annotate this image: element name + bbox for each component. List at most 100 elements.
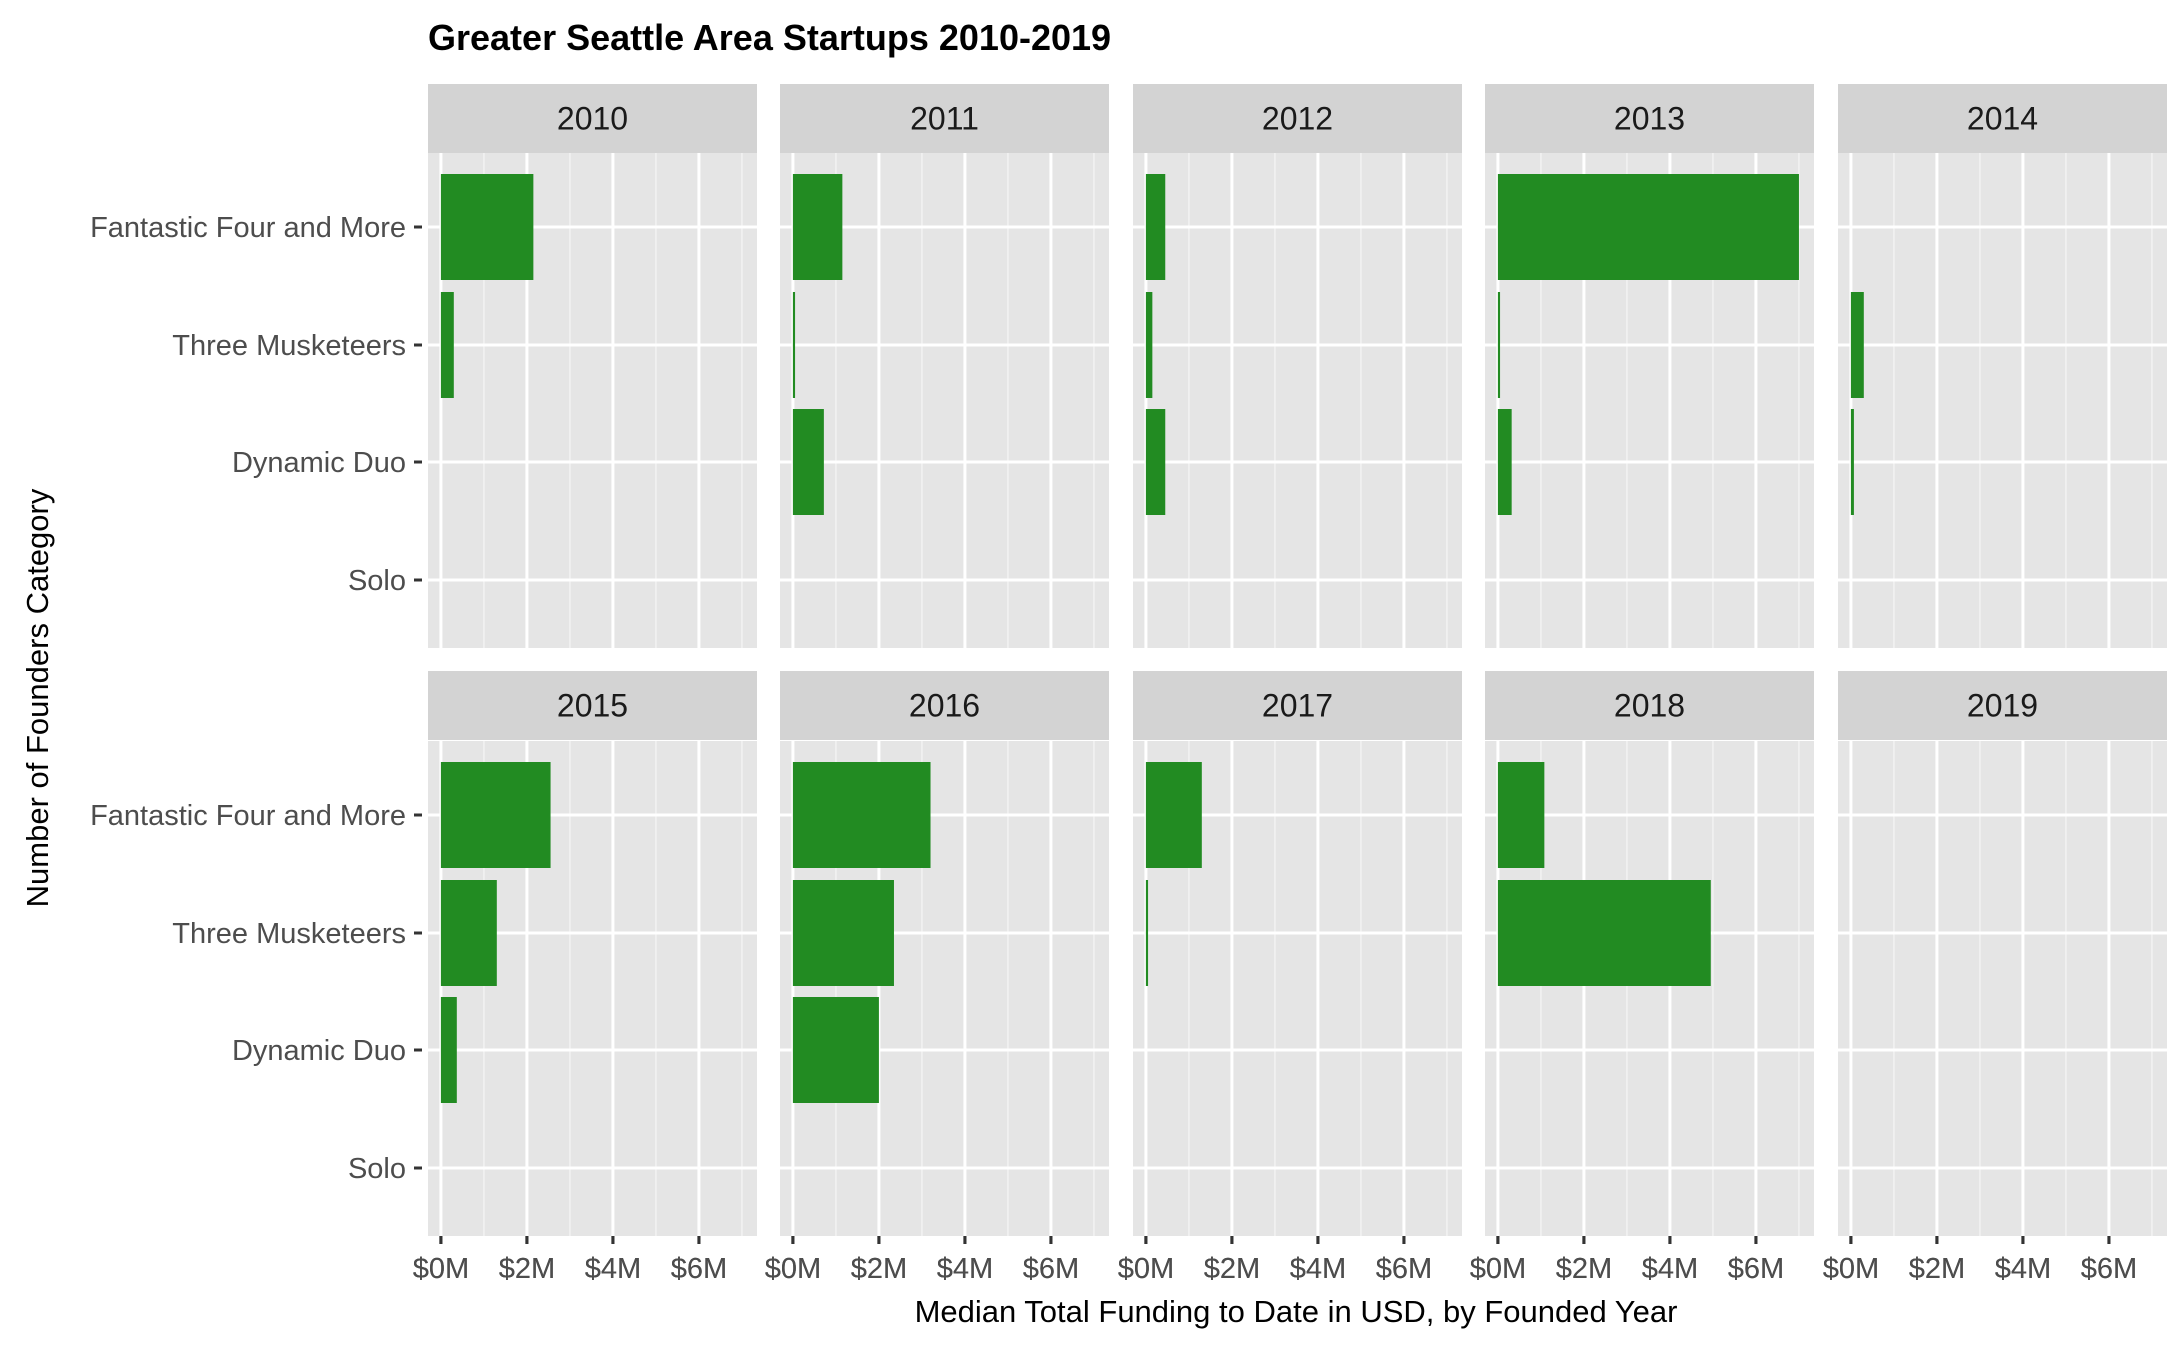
x-tick-label: $4M xyxy=(1642,1253,1698,1285)
facet-2019: 2019 $0M $2M $4M $6M xyxy=(1823,671,2167,1285)
x-tick-label: $4M xyxy=(1290,1253,1346,1285)
y-axis-title: Number of Founders Category xyxy=(20,488,55,907)
bar xyxy=(1145,292,1153,398)
y-tick-label: Dynamic Duo xyxy=(232,1035,406,1067)
panel-background xyxy=(1133,153,1462,648)
x-tick-label: $6M xyxy=(2081,1253,2137,1285)
x-tick-label: $0M xyxy=(413,1253,469,1285)
x-tick-label: $2M xyxy=(499,1253,555,1285)
x-tick-label: $6M xyxy=(1023,1253,1079,1285)
facet-strip xyxy=(780,671,1109,740)
x-tick-label: $6M xyxy=(1376,1253,1432,1285)
x-tick-label: $2M xyxy=(851,1253,907,1285)
facet-2015: 2015 $0M $2M $4M $6M xyxy=(413,671,757,1285)
x-tick-label: $0M xyxy=(1470,1253,1526,1285)
bar xyxy=(1145,409,1166,515)
x-tick-label: $2M xyxy=(499,1253,555,1285)
facet-strip xyxy=(1485,671,1814,740)
bar xyxy=(1145,762,1202,868)
facet-strip-label: 2011 xyxy=(910,101,979,137)
x-tick-label: $6M xyxy=(671,1253,727,1285)
bar xyxy=(1497,762,1545,868)
bar xyxy=(440,880,497,986)
y-tick-label: Solo xyxy=(348,1153,406,1185)
x-tick-label: $0M xyxy=(413,1253,469,1285)
x-tick-label: $6M xyxy=(1728,1253,1784,1285)
y-tick-label: Three Musketeers xyxy=(172,330,406,362)
facet-strip-label: 2018 xyxy=(1614,688,1685,724)
facet-strip-label: 2014 xyxy=(1967,101,2038,137)
facet-strip xyxy=(1838,671,2167,740)
facet-2010: 2010 $0M $2M $4M $6M xyxy=(413,84,757,1285)
y-tick-label: Dynamic Duo xyxy=(232,447,406,479)
facet-strip-label: 2010 xyxy=(557,101,628,137)
x-tick-label: $4M xyxy=(1995,1253,2051,1285)
x-tick-label: $2M xyxy=(1204,1253,1260,1285)
x-tick-label: $0M xyxy=(765,1253,821,1285)
facet-strip-label: 2015 xyxy=(557,688,628,724)
facet-strip-label: 2013 xyxy=(1614,101,1685,137)
bar xyxy=(1850,409,1854,515)
x-tick-label: $0M xyxy=(1823,1253,1879,1285)
facet-strip-label: 2016 xyxy=(909,688,980,724)
y-tick-label: Solo xyxy=(348,565,406,597)
x-tick-label: $2M xyxy=(851,1253,907,1285)
y-tick-label: Fantastic Four and More xyxy=(90,800,406,832)
bar xyxy=(1497,880,1711,986)
facet-panels: Fantastic Four and More Three Musketeers D… xyxy=(90,84,2167,1285)
bar xyxy=(792,762,931,868)
facet-2011: 2011 $0M $2M $4M $6M xyxy=(765,84,1109,1285)
x-axis-title: Median Total Funding to Date in USD, by … xyxy=(915,1294,1678,1329)
x-tick-label: $0M xyxy=(1823,1253,1879,1285)
panel-background xyxy=(1838,741,2167,1236)
x-tick-label: $0M xyxy=(1470,1253,1526,1285)
bar xyxy=(440,292,454,398)
x-tick-label: $2M xyxy=(1556,1253,1612,1285)
x-tick-label: $0M xyxy=(1118,1253,1174,1285)
bar xyxy=(792,409,824,515)
x-tick-label: $4M xyxy=(937,1253,993,1285)
panel-background xyxy=(1838,153,2167,648)
bar xyxy=(792,174,843,280)
x-tick-label: $2M xyxy=(1204,1253,1260,1285)
x-tick-label: $4M xyxy=(1642,1253,1698,1285)
bar xyxy=(1145,174,1166,280)
bar xyxy=(440,997,457,1103)
x-tick-label: $4M xyxy=(585,1253,641,1285)
y-tick-label: Fantastic Four and More xyxy=(90,212,406,244)
x-tick-label: $4M xyxy=(1290,1253,1346,1285)
facet-strip xyxy=(1133,84,1462,153)
x-tick-label: $2M xyxy=(1909,1253,1965,1285)
facet-strip xyxy=(1838,84,2167,153)
bar xyxy=(1497,292,1501,398)
x-tick-label: $0M xyxy=(765,1253,821,1285)
x-tick-label: $4M xyxy=(585,1253,641,1285)
facet-2014: 2014 $0M $2M $4M $6M xyxy=(1823,84,2167,1285)
facet-strip xyxy=(1133,671,1462,740)
facet-2012: 2012 $0M $2M $4M $6M xyxy=(1118,84,1462,1285)
x-tick-label: $6M xyxy=(1376,1253,1432,1285)
bar xyxy=(1145,880,1149,986)
bar xyxy=(440,762,551,868)
x-tick-label: $2M xyxy=(1909,1253,1965,1285)
facet-2016: 2016 $0M $2M $4M $6M xyxy=(765,671,1109,1285)
y-tick-label: Three Musketeers xyxy=(172,918,406,950)
facet-strip xyxy=(780,84,1109,153)
x-tick-label: $6M xyxy=(1728,1253,1784,1285)
bar xyxy=(1497,409,1512,515)
bar xyxy=(792,292,796,398)
chart-title: Greater Seattle Area Startups 2010-2019 xyxy=(428,17,1111,58)
bar xyxy=(1850,292,1864,398)
bar xyxy=(1497,174,1799,280)
bar xyxy=(440,174,534,280)
bar xyxy=(792,997,879,1103)
facet-strip xyxy=(428,84,757,153)
facet-2017: 2017 $0M $2M $4M $6M xyxy=(1118,671,1462,1285)
x-tick-label: $6M xyxy=(1023,1253,1079,1285)
facet-strip-label: 2019 xyxy=(1967,688,2038,724)
x-tick-label: $2M xyxy=(1556,1253,1612,1285)
facet-strip xyxy=(428,671,757,740)
x-tick-label: $6M xyxy=(2081,1253,2137,1285)
facet-2018: 2018 $0M $2M $4M $6M xyxy=(1470,671,1814,1285)
